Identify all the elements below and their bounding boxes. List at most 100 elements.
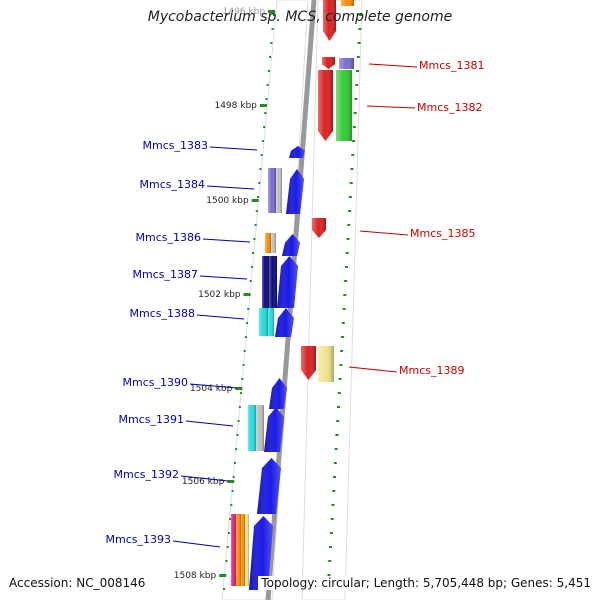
gene-label[interactable]: Mmcs_1387: [133, 268, 198, 281]
cog-stripe-shading: [265, 233, 271, 253]
minor-tick-mark: [330, 518, 334, 520]
gene-arrow-shading: [322, 57, 335, 69]
genome-title: Mycobacterium sp. MCS, complete genome: [147, 9, 453, 25]
gene-label[interactable]: Mmcs_1389: [399, 364, 464, 377]
topology-text: Topology: circular; Length: 5,705,448 bp…: [258, 576, 591, 590]
minor-tick-mark: [357, 42, 361, 44]
minor-tick-mark: [329, 546, 333, 548]
minor-tick-mark: [328, 560, 332, 562]
minor-tick-mark: [252, 252, 255, 254]
minor-tick-mark: [242, 364, 245, 366]
minor-tick-mark: [345, 252, 349, 254]
gene-leader-line: [206, 185, 255, 190]
minor-tick-mark: [354, 98, 358, 100]
major-tick-mark: [259, 104, 267, 107]
cog-stripe-shading: [268, 168, 276, 213]
cog-stripe-shading: [269, 256, 277, 308]
minor-tick-mark: [340, 350, 344, 352]
cog-stripe-shading: [259, 308, 268, 336]
tick-label: 1508 kbp: [174, 571, 217, 581]
minor-tick-mark: [235, 448, 238, 450]
gene-leader-line: [196, 314, 245, 320]
minor-tick-mark: [226, 546, 229, 548]
minor-tick-mark: [238, 406, 241, 408]
cog-stripe-shading: [231, 514, 236, 586]
gene-leader-line: [359, 230, 409, 236]
gene-arrow-shading: [318, 70, 333, 141]
gene-arrow-shading: [301, 346, 316, 380]
minor-tick-mark: [338, 378, 342, 380]
minor-tick-mark: [332, 490, 336, 492]
cog-stripe-shading: [248, 405, 256, 451]
minor-tick-mark: [240, 392, 243, 394]
gene-label[interactable]: Mmcs_1385: [410, 227, 475, 240]
gene-label[interactable]: Mmcs_1383: [143, 139, 208, 152]
gene-arrow-shading: [257, 458, 281, 514]
cog-stripe-shading: [336, 70, 352, 141]
minor-tick-mark: [258, 182, 261, 184]
gene-arrow-shading: [264, 407, 284, 452]
minor-tick-mark: [341, 322, 345, 324]
cog-stripe-shading: [318, 346, 334, 382]
gene-label[interactable]: Mmcs_1390: [123, 376, 188, 389]
minor-tick-mark: [269, 56, 272, 58]
gene-label[interactable]: Mmcs_1392: [114, 468, 179, 481]
major-tick-mark: [227, 480, 235, 483]
minor-tick-mark: [271, 28, 274, 30]
gene-label[interactable]: Mmcs_1382: [417, 101, 482, 114]
minor-tick-mark: [348, 210, 352, 212]
minor-tick-mark: [225, 560, 228, 562]
minor-tick-mark: [356, 56, 360, 58]
gene-label[interactable]: Mmcs_1388: [130, 307, 195, 320]
minor-tick-mark: [233, 462, 236, 464]
gene-arrow-shading: [323, 0, 336, 41]
gene-label[interactable]: Mmcs_1393: [106, 533, 171, 546]
minor-tick-mark: [336, 406, 340, 408]
minor-tick-mark: [250, 266, 253, 268]
tick-label: 1496 kbp: [223, 7, 266, 17]
minor-tick-mark: [333, 476, 337, 478]
minor-tick-mark: [339, 364, 343, 366]
reverse-track-band: [301, 0, 363, 600]
gene-label[interactable]: Mmcs_1384: [140, 178, 205, 191]
minor-tick-mark: [337, 392, 341, 394]
minor-tick-mark: [343, 294, 347, 296]
gene-leader-line: [189, 383, 238, 389]
gene-label[interactable]: Mmcs_1391: [119, 413, 184, 426]
minor-tick-mark: [227, 532, 230, 534]
cog-stripe-shading: [268, 308, 274, 336]
gene-leader-line: [209, 146, 258, 151]
minor-tick-mark: [230, 504, 233, 506]
gene-label[interactable]: Mmcs_1386: [136, 231, 201, 244]
gene-leader-line: [368, 63, 418, 68]
gene-leader-line: [172, 540, 221, 548]
tick-label: 1500 kbp: [206, 196, 249, 206]
minor-tick-mark: [261, 140, 264, 142]
gene-arrow-shading: [249, 516, 273, 590]
minor-tick-mark: [266, 84, 269, 86]
major-tick-mark: [219, 574, 227, 577]
gene-arrow-shading: [269, 378, 287, 409]
minor-tick-mark: [237, 420, 240, 422]
cog-stripe-shading: [341, 0, 354, 6]
minor-tick-mark: [352, 126, 356, 128]
minor-tick-mark: [244, 336, 247, 338]
major-tick-mark: [235, 387, 243, 390]
minor-tick-mark: [355, 84, 359, 86]
minor-tick-mark: [336, 420, 340, 422]
minor-tick-mark: [358, 28, 362, 30]
minor-tick-mark: [270, 42, 273, 44]
minor-tick-mark: [236, 434, 239, 436]
cog-stripe-shading: [262, 256, 269, 308]
major-tick-mark: [243, 293, 251, 296]
minor-tick-mark: [353, 112, 357, 114]
gene-label[interactable]: Mmcs_1381: [419, 59, 484, 72]
minor-tick-mark: [249, 280, 252, 282]
gene-arrow-shading: [286, 169, 304, 214]
gene-leader-line: [199, 275, 248, 280]
minor-tick-mark: [329, 532, 333, 534]
gene-leader-line: [202, 238, 251, 243]
minor-tick-mark: [254, 224, 257, 226]
